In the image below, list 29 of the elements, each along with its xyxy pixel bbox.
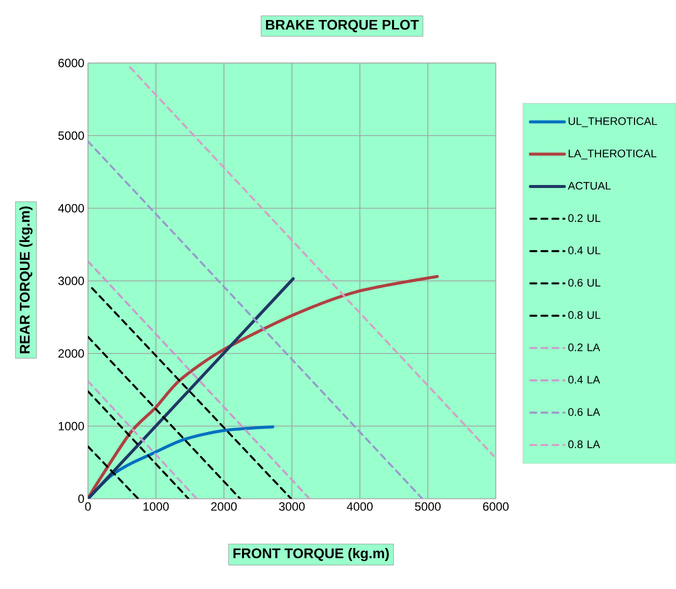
y-tick-label: 5000 — [58, 132, 84, 140]
legend-label: 0.2 UL — [568, 214, 600, 222]
x-tick-label: 1000 — [144, 502, 169, 511]
legend-label: 0.6 UL — [568, 278, 600, 287]
x-tick-label: 0 — [85, 502, 91, 511]
legend-label: ACTUAL — [568, 182, 611, 190]
legend-label: 0.4 UL — [568, 246, 600, 254]
x-tick-label: 2000 — [211, 502, 237, 511]
x-tick-label: 3000 — [279, 502, 305, 511]
chart-title: BRAKE TORQUE PLOT — [266, 20, 419, 32]
y-tick-label: 0 — [78, 494, 84, 504]
y-axis-title: REAR TORQUE (kg.m) — [19, 206, 33, 354]
legend-label: 0.8 UL — [568, 311, 600, 320]
line-series — [88, 275, 439, 499]
x-tick-label: 5000 — [415, 502, 441, 511]
legend-label: UL_THEROTICAL — [568, 117, 657, 128]
legend-label: 0.6 LA — [568, 408, 600, 416]
legend-label: 0.4 LA — [568, 376, 600, 384]
x-tick-label: 4000 — [346, 502, 373, 511]
legend-label: 0.2 LA — [568, 344, 600, 352]
y-tick-label: 4000 — [58, 204, 84, 213]
legend-label: LA_THEROTICAL — [568, 150, 656, 160]
legend-label: 0.8 LA — [568, 440, 600, 448]
y-tick-label: 1000 — [58, 422, 84, 430]
x-tick-label: 6000 — [483, 502, 509, 511]
y-tick-label: 3000 — [58, 276, 84, 286]
y-tick-label: 2000 — [58, 349, 84, 358]
y-tick-label: 6000 — [58, 58, 84, 68]
x-axis-title: FRONT TORQUE (kg.m) — [233, 548, 389, 562]
